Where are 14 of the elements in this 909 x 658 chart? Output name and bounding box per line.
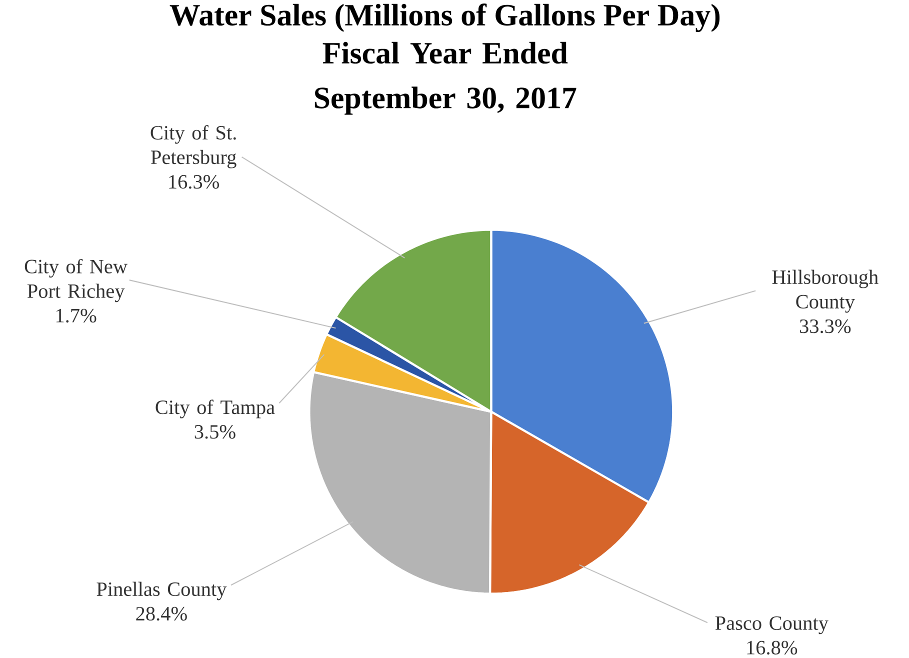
slice-label: City of Tampa — [156, 400, 275, 418]
slice-label: City of St. Petersburg — [150, 125, 236, 168]
data-label: 16.3% — [169, 174, 220, 189]
slice-label: City of New Port Richey — [24, 258, 128, 302]
chart-title: Water Sales (Millions of Gallons Per Day) — [170, 3, 720, 32]
chart-subtitle: Fiscal Year Ended September 30, 2017 — [314, 42, 576, 115]
slice-label: Pasco County — [715, 616, 828, 634]
data-label: 1.7% — [56, 308, 96, 322]
data-label: 28.4% — [136, 606, 187, 621]
data-label: 16.8% — [747, 640, 798, 655]
data-label: 3.5% — [194, 424, 236, 439]
data-label: 33.3% — [800, 319, 851, 334]
slice-label: Pinellas County — [96, 582, 227, 600]
slice-label: Hillsborough County — [772, 270, 878, 313]
